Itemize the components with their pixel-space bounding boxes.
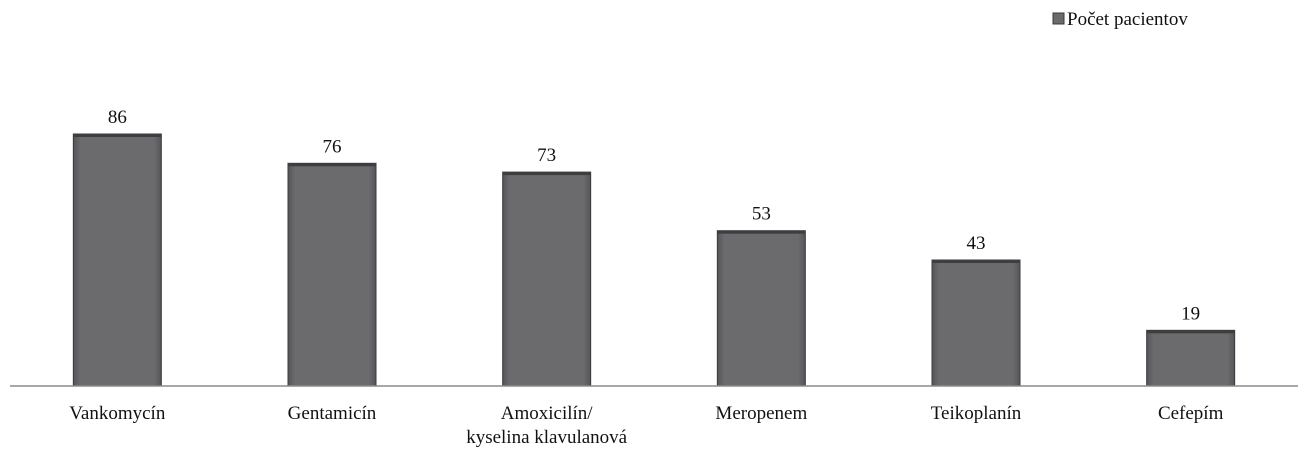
x-tick-label: Cefepím [1158, 403, 1224, 424]
x-tick-label: kyselina klavulanová [466, 427, 627, 448]
bar [931, 259, 1021, 387]
data-labels-group: 86 76 73 53 43 19 [108, 107, 1200, 324]
x-tick-label: Vankomycín [69, 403, 166, 424]
bar-top-edge [717, 230, 806, 234]
data-label: 53 [752, 204, 771, 225]
bar-top-edge [502, 172, 591, 176]
bar [716, 230, 806, 387]
x-tick-label: Gentamicín [288, 403, 377, 424]
bar [1146, 329, 1236, 387]
bar-top-edge [73, 134, 162, 137]
bar [287, 162, 377, 387]
bar-top-edge [1146, 330, 1235, 334]
data-label: 43 [967, 233, 986, 254]
legend: Počet pacientov [1052, 9, 1188, 30]
data-label: 76 [323, 136, 342, 157]
bar [502, 171, 592, 387]
x-tick-label: Meropenem [715, 403, 807, 424]
data-label: 19 [1181, 303, 1200, 324]
x-tick-labels-group: Vankomycín Gentamicín Amoxicilín/kyselina … [69, 403, 1223, 448]
data-label: 73 [537, 145, 556, 166]
x-tick-label: Amoxicilín/ [501, 403, 594, 424]
x-tick-label: Teikoplanín [931, 403, 1022, 424]
bars-group [72, 133, 1236, 387]
data-label: 86 [108, 107, 127, 128]
bar-top-edge [932, 260, 1020, 263]
legend-swatch [1052, 12, 1065, 25]
legend-label: Počet pacientov [1067, 9, 1188, 30]
bar-top-edge [288, 163, 376, 167]
bar [72, 133, 162, 387]
